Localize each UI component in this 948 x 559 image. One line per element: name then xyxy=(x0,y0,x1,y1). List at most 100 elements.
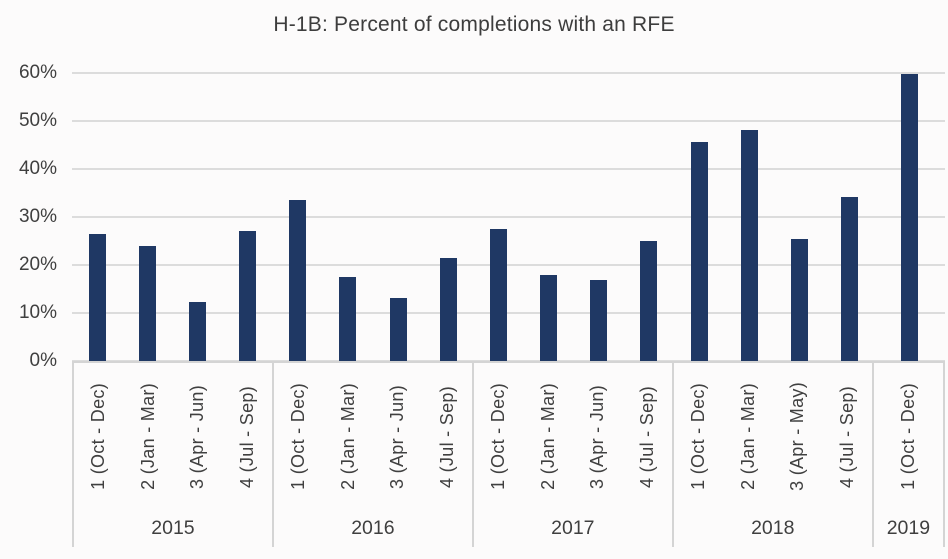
bar xyxy=(339,276,357,361)
quarter-label: 1 (Oct - Dec) xyxy=(488,383,509,490)
bar-slot xyxy=(774,73,824,361)
y-tick-label: 30% xyxy=(18,206,57,227)
quarter-label: 2 (Jan - Mar) xyxy=(137,383,158,490)
x-group-2016: 1 (Oct - Dec) 2 (Jan - Mar) 3 (Apr - Jun) 4… xyxy=(271,363,472,547)
quarter-slot: 1 (Oct - Dec) xyxy=(674,363,723,510)
year-label: 2015 xyxy=(151,517,195,539)
x-group-2015: 1 (Oct - Dec) 2 (Jan - Mar) 3 (Apr - Jun) 4… xyxy=(72,363,272,547)
bar-group-2015 xyxy=(72,73,273,361)
quarter-slot: 3 (Apr - Jun) xyxy=(173,363,222,510)
year-label: 2017 xyxy=(551,517,595,539)
bar xyxy=(790,239,808,361)
quarter-label: 3 (Apr - Jun) xyxy=(387,384,408,489)
bar xyxy=(289,199,307,361)
bar xyxy=(690,142,708,361)
quarter-slot: 2 (Jan - Mar) xyxy=(323,363,372,510)
y-tick-label: 60% xyxy=(18,62,57,83)
quarter-slot: 4 (Jul - Sep) xyxy=(622,363,671,510)
quarter-slot: 1 (Oct - Dec) xyxy=(274,363,323,510)
bar xyxy=(841,196,859,361)
gridline xyxy=(72,216,945,218)
bar-slot xyxy=(674,73,724,361)
quarter-slot: 1 (Oct - Dec) xyxy=(874,363,943,510)
bar-group-2018 xyxy=(674,73,875,361)
bar-group-2019 xyxy=(875,73,945,361)
bar-slot xyxy=(524,73,574,361)
quarter-slot: 2 (Jan - Mar) xyxy=(523,363,572,510)
bar-slot xyxy=(624,73,674,361)
quarter-label: 4 (Jul - Sep) xyxy=(236,385,257,488)
year-label: 2016 xyxy=(351,517,395,539)
year-label: 2018 xyxy=(751,517,795,539)
quarter-slot: 3 (Apr - Jun) xyxy=(573,363,622,510)
plot-area xyxy=(72,72,945,362)
quarter-slot: 1 (Oct - Dec) xyxy=(474,363,523,510)
quarter-label: 3 (Apr - Jun) xyxy=(187,384,208,489)
gridline xyxy=(72,72,945,74)
bar xyxy=(901,73,919,361)
gridline xyxy=(72,167,945,170)
bar-slot xyxy=(122,73,172,361)
bar xyxy=(389,298,407,361)
bar xyxy=(489,229,507,361)
quarter-slot: 4 (Jul - Sep) xyxy=(422,363,471,510)
quarter-slot: 3 (Apr - May) xyxy=(773,363,822,510)
bar-slot xyxy=(72,73,122,361)
x-group-2019: 1 (Oct - Dec) 2019 xyxy=(871,363,946,547)
quarter-label: 4 (Jul - Sep) xyxy=(836,385,857,488)
bar-slot xyxy=(724,73,774,361)
bar-slot xyxy=(875,73,945,361)
y-tick-label: 0% xyxy=(29,350,57,371)
bar xyxy=(540,274,558,361)
bar xyxy=(740,129,758,361)
quarter-label: 1 (Oct - Dec) xyxy=(688,383,709,490)
y-tick-label: 10% xyxy=(18,302,57,323)
bar-slot xyxy=(172,73,222,361)
bar-slot xyxy=(323,73,373,361)
quarter-slot: 2 (Jan - Mar) xyxy=(123,363,172,510)
bar-slot xyxy=(273,73,323,361)
bar-slot xyxy=(473,73,523,361)
bar xyxy=(640,241,658,361)
quarter-label: 1 (Oct - Dec) xyxy=(897,383,918,490)
quarter-slot: 1 (Oct - Dec) xyxy=(74,363,123,510)
bar xyxy=(88,233,106,361)
quarter-label: 2 (Jan - Mar) xyxy=(537,383,558,490)
bar xyxy=(188,301,206,361)
quarter-slot: 3 (Apr - Jun) xyxy=(373,363,422,510)
bar-group-2016 xyxy=(273,73,474,361)
gridline xyxy=(72,312,945,314)
quarter-label: 3 (Apr - May) xyxy=(787,382,808,491)
quarter-slot: 4 (Jul - Sep) xyxy=(222,363,271,510)
bar-slot xyxy=(574,73,624,361)
quarter-label: 2 (Jan - Mar) xyxy=(737,383,758,490)
bar-series xyxy=(72,73,945,361)
chart-title: H-1B: Percent of completions with an RFE xyxy=(273,13,675,36)
quarter-label: 2 (Jan - Mar) xyxy=(337,383,358,490)
x-group-2017: 1 (Oct - Dec) 2 (Jan - Mar) 3 (Apr - Jun) 4… xyxy=(471,363,672,547)
quarter-label: 4 (Jul - Sep) xyxy=(436,385,457,488)
bar-slot xyxy=(423,73,473,361)
bar xyxy=(439,257,457,361)
x-group-2018: 1 (Oct - Dec) 2 (Jan - Mar) 3 (Apr - May) 4… xyxy=(671,363,872,547)
quarter-slot: 2 (Jan - Mar) xyxy=(723,363,772,510)
quarter-label: 1 (Oct - Dec) xyxy=(288,383,309,490)
year-label: 2019 xyxy=(886,517,931,539)
bar-slot xyxy=(825,73,875,361)
quarter-label: 3 (Apr - Jun) xyxy=(587,384,608,489)
gridline xyxy=(72,119,945,122)
bar-slot xyxy=(373,73,423,361)
bar-slot xyxy=(223,73,273,361)
quarter-label: 1 (Oct - Dec) xyxy=(88,383,109,490)
quarter-slot: 4 (Jul - Sep) xyxy=(822,363,871,510)
bar xyxy=(138,245,156,361)
y-tick-label: 50% xyxy=(18,110,57,131)
bar-group-2017 xyxy=(473,73,674,361)
quarter-label: 4 (Jul - Sep) xyxy=(636,385,657,488)
gridline xyxy=(72,263,945,266)
bar xyxy=(239,231,257,361)
bar xyxy=(590,279,608,361)
y-tick-label: 40% xyxy=(18,158,57,179)
y-tick-label: 20% xyxy=(18,254,57,275)
